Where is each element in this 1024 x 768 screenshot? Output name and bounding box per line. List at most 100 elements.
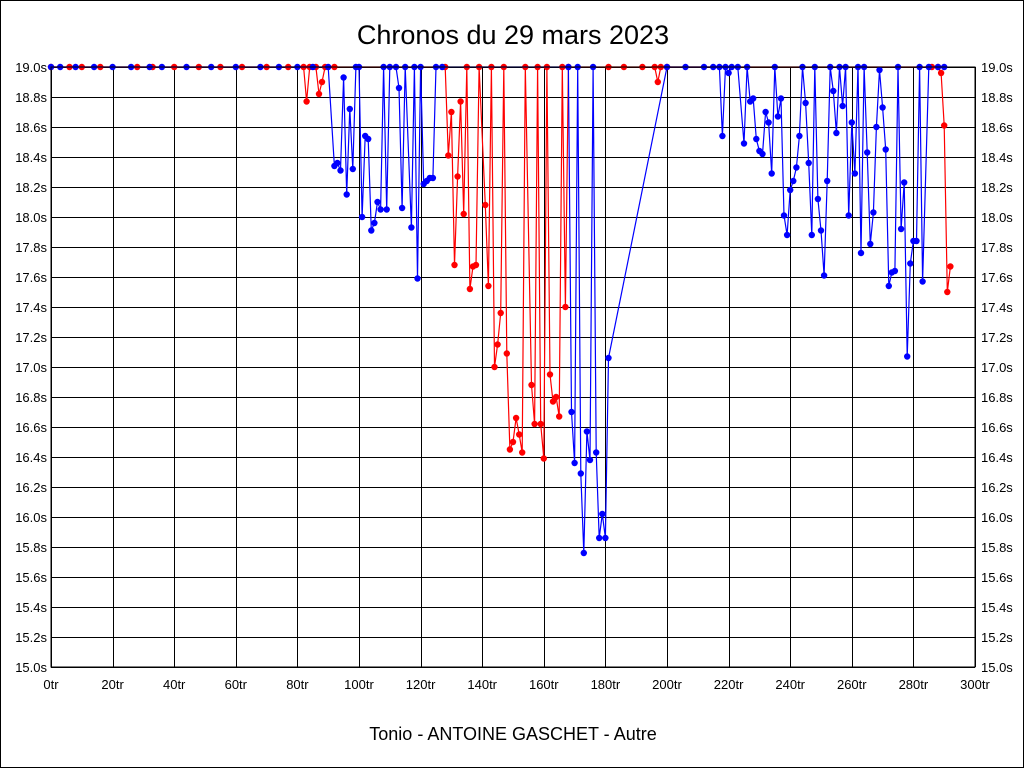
y-tick-label-right: 17.4s (981, 300, 1013, 315)
data-point (808, 231, 815, 239)
y-tick-label-right: 15.8s (981, 540, 1013, 555)
y-tick-label-right: 18.2s (981, 180, 1013, 195)
y-tick-label-right: 18.8s (981, 90, 1013, 105)
y-tick-label-left: 16.2s (15, 480, 47, 495)
data-point (765, 119, 772, 126)
y-tick-label-left: 18.2s (15, 180, 47, 195)
data-point (602, 534, 609, 542)
data-point (891, 267, 899, 275)
y-tick-label-left: 15.8s (15, 540, 47, 555)
data-point (919, 278, 926, 285)
data-point (885, 282, 892, 290)
data-point (429, 174, 437, 182)
data-point (941, 122, 948, 129)
y-tick-label-left: 18.0s (15, 210, 47, 225)
x-tick-label: 160tr (529, 677, 559, 692)
data-point (537, 420, 544, 428)
data-point (531, 420, 538, 428)
data-point (454, 173, 461, 180)
data-point (864, 149, 871, 156)
data-point (768, 170, 775, 177)
data-point (790, 177, 797, 185)
x-tick-label: 120tr (406, 677, 436, 692)
plot-border (50, 66, 976, 668)
data-point (552, 393, 560, 401)
data-point (374, 198, 381, 206)
data-point (414, 275, 421, 282)
data-point (802, 99, 809, 107)
data-point (445, 152, 452, 159)
data-point (783, 231, 791, 239)
y-tick-label-right: 15.6s (981, 570, 1013, 585)
data-point (780, 212, 788, 219)
data-point (460, 210, 467, 218)
data-point (583, 428, 591, 435)
data-point (556, 413, 563, 420)
x-tick-label: 180tr (591, 677, 621, 692)
data-point (805, 159, 812, 167)
y-tick-label-right: 17.0s (981, 360, 1013, 375)
x-tick-label: 240tr (775, 677, 805, 692)
data-point (944, 288, 951, 296)
data-point (457, 98, 464, 105)
data-point (343, 191, 350, 198)
data-point (485, 282, 492, 290)
y-tick-label-left: 15.2s (15, 630, 47, 645)
data-point (315, 90, 323, 98)
data-point (824, 177, 831, 185)
data-point (395, 84, 403, 92)
x-tick-label: 300tr (960, 677, 990, 692)
data-point (365, 135, 372, 143)
data-point (839, 102, 846, 110)
grid (51, 67, 976, 668)
x-tick-label: 0tr (43, 677, 59, 692)
data-point (882, 146, 889, 153)
data-point (759, 150, 766, 158)
data-point (346, 105, 353, 113)
y-tick-label-left: 15.4s (15, 600, 47, 615)
data-point (654, 78, 661, 86)
data-point (503, 350, 510, 357)
data-point (337, 167, 344, 174)
data-point (796, 132, 803, 140)
data-point (725, 69, 732, 77)
data-point (318, 78, 326, 86)
data-point (398, 204, 406, 212)
data-point (762, 108, 769, 116)
data-point (870, 209, 877, 216)
y-tick-label-right: 15.0s (981, 660, 1013, 675)
data-point (596, 534, 603, 542)
chart-title: Chronos du 29 mars 2023 (357, 20, 669, 50)
y-tick-label-left: 15.6s (15, 570, 47, 585)
x-tick-label: 100tr (344, 677, 374, 692)
data-point (408, 224, 415, 231)
data-point (774, 113, 782, 120)
y-tick-label-right: 17.2s (981, 330, 1013, 345)
data-point (873, 123, 880, 131)
data-point (904, 353, 911, 360)
data-point (879, 104, 886, 111)
x-tick-label: 80tr (286, 677, 309, 692)
y-tick-label-right: 16.2s (981, 480, 1013, 495)
y-tick-label-right: 15.4s (981, 600, 1013, 615)
data-point (377, 206, 384, 213)
data-point (937, 69, 945, 77)
x-tick-label: 40tr (163, 677, 186, 692)
data-point (857, 249, 865, 257)
chart-footer: Tonio - ANTOINE GASCHET - Autre (369, 724, 656, 744)
x-tick-label: 280tr (899, 677, 929, 692)
data-point (901, 179, 908, 186)
y-tick-label-left: 18.6s (15, 120, 47, 135)
data-point (568, 408, 575, 416)
y-tick-label-right: 16.4s (981, 450, 1013, 465)
data-point (876, 66, 883, 74)
data-point (833, 129, 840, 137)
data-point (913, 237, 920, 245)
x-tick-label: 20tr (101, 677, 124, 692)
data-point (787, 186, 794, 194)
y-tick-label-right: 18.0s (981, 210, 1013, 225)
y-tick-label-left: 17.0s (15, 360, 47, 375)
x-tick-label: 60tr (225, 677, 248, 692)
data-point (814, 195, 822, 203)
